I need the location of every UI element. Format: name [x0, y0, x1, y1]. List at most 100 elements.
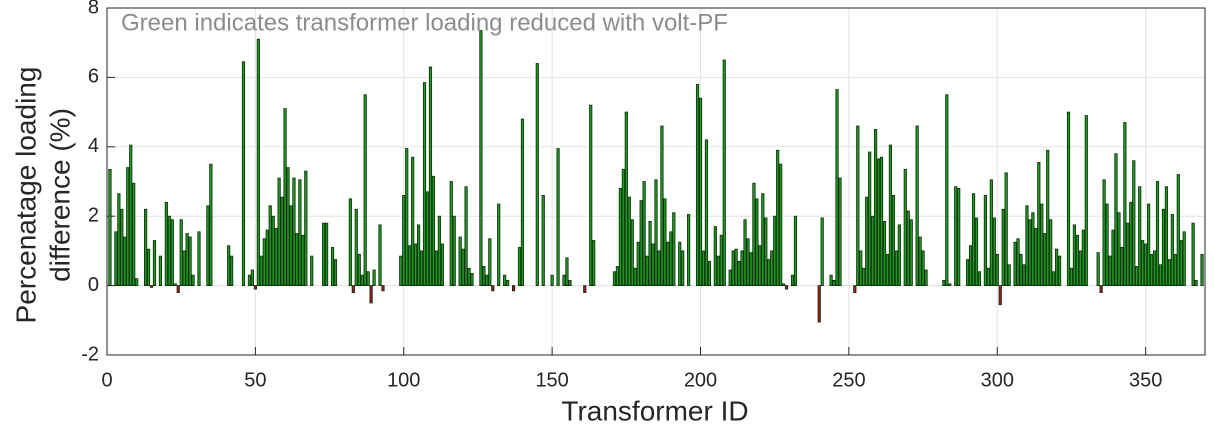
bar [126, 167, 130, 286]
bar [790, 274, 795, 287]
bar [1176, 174, 1180, 286]
bar [503, 274, 507, 287]
bar [325, 222, 329, 286]
bar [971, 193, 976, 287]
bar [832, 279, 836, 286]
bar [1058, 255, 1062, 287]
bar [1117, 212, 1121, 286]
x-tick-label: 250 [832, 369, 865, 391]
bar [868, 151, 872, 287]
bar [1191, 222, 1195, 286]
bar [1161, 208, 1166, 286]
bar [648, 221, 652, 286]
bar [464, 186, 468, 286]
bar [1007, 264, 1011, 286]
bar [1072, 224, 1077, 286]
bar [1182, 231, 1186, 287]
bar [719, 234, 723, 287]
bar [206, 205, 210, 286]
bar [885, 253, 890, 286]
bar [357, 253, 361, 286]
bar [135, 278, 139, 287]
bar [589, 104, 593, 287]
bar [734, 248, 738, 286]
bar [123, 236, 127, 287]
bar [1126, 222, 1130, 286]
bar [1123, 122, 1127, 286]
bar [713, 226, 717, 287]
bar [1105, 203, 1109, 286]
bar [330, 247, 335, 286]
bar [1013, 241, 1017, 287]
bar [411, 156, 415, 287]
bar [164, 201, 168, 287]
plot-frame [106, 7, 1206, 356]
x-tick-label: 50 [244, 369, 266, 391]
bar [274, 227, 278, 287]
bar [764, 217, 768, 286]
bar [419, 250, 424, 286]
y-tick-label: -2 [81, 343, 99, 365]
bar [286, 167, 290, 286]
bar [853, 285, 857, 293]
bar [770, 250, 774, 286]
bar [351, 285, 355, 293]
bar [425, 191, 430, 287]
bar [1114, 153, 1118, 287]
bar [129, 144, 133, 287]
bar [467, 267, 471, 287]
bar [259, 255, 263, 287]
bar [511, 285, 516, 292]
bar [1099, 285, 1103, 293]
bar [1200, 253, 1204, 286]
bar [289, 205, 293, 286]
bar [120, 208, 124, 286]
bar [862, 267, 866, 287]
bar [280, 196, 284, 287]
bar [1179, 240, 1183, 287]
bar [924, 269, 928, 286]
bar [1147, 203, 1151, 286]
bar [784, 285, 789, 290]
bar [1031, 212, 1035, 286]
bar [743, 219, 747, 286]
bar [681, 250, 685, 286]
bar [556, 148, 560, 287]
bar [250, 269, 254, 286]
bar [865, 196, 869, 287]
bar [1075, 234, 1079, 287]
bar [1108, 255, 1112, 287]
bar [698, 97, 703, 287]
bar [482, 266, 486, 287]
bar [1138, 186, 1142, 286]
bar [348, 198, 352, 287]
bar [197, 231, 201, 287]
bar [592, 240, 596, 287]
bar [1135, 266, 1139, 287]
bar [452, 215, 456, 286]
bar [1055, 248, 1059, 286]
bar [360, 274, 364, 287]
bar [1102, 179, 1106, 286]
x-tick-label: 100 [387, 369, 420, 391]
x-tick-label: 300 [981, 369, 1014, 391]
bar [983, 194, 987, 287]
bar [209, 163, 213, 286]
bar [793, 215, 798, 286]
bar [945, 94, 949, 287]
bar [271, 215, 275, 286]
y-tick-label: 8 [88, 0, 99, 18]
bar [253, 285, 257, 290]
bar [1043, 233, 1047, 287]
bar [767, 259, 771, 287]
bar [143, 208, 148, 286]
bar [295, 233, 299, 287]
bar [491, 285, 495, 292]
bar [1034, 227, 1038, 287]
bar [746, 238, 750, 287]
bar [1149, 253, 1154, 286]
bar [695, 83, 700, 286]
bar [149, 285, 154, 288]
y-tick-label: 2 [88, 204, 99, 226]
